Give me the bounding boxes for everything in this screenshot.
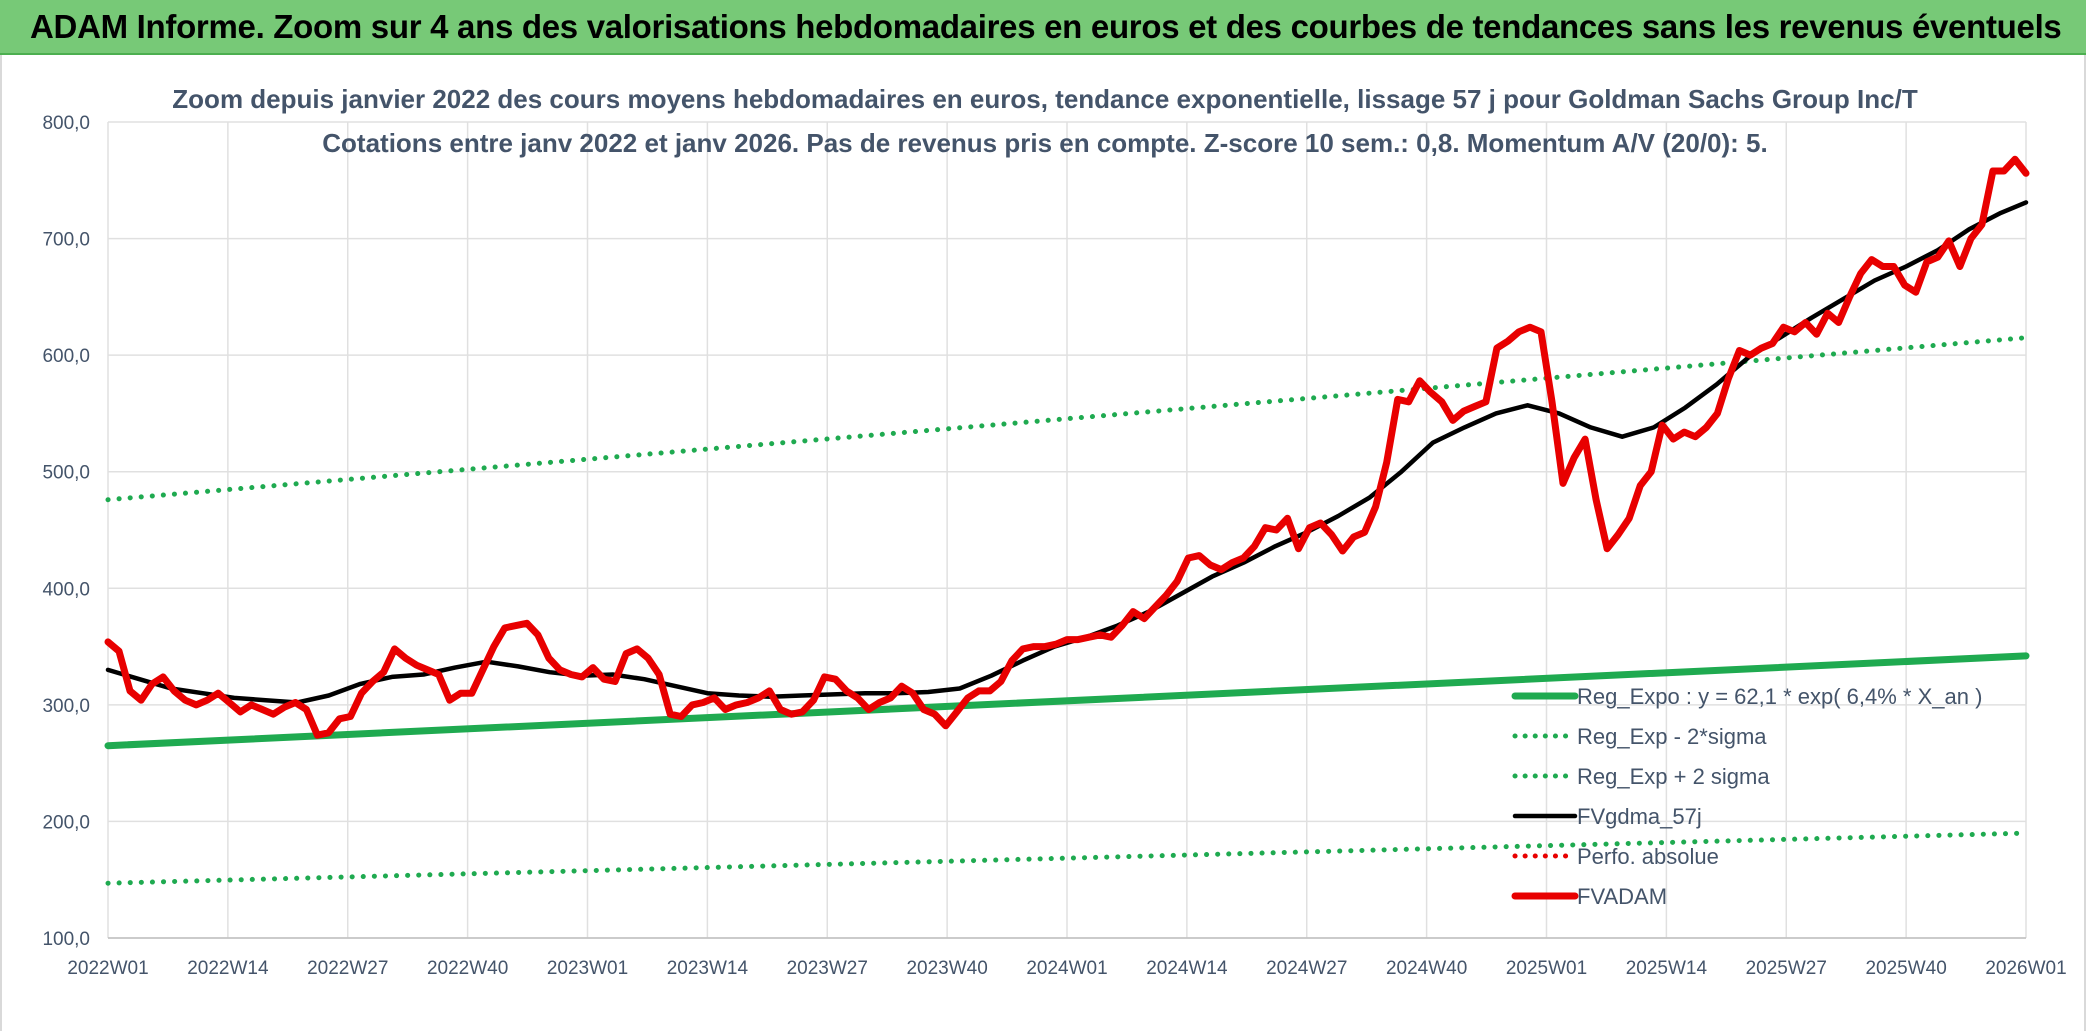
legend-label: FVgdma_57j	[1577, 804, 1702, 829]
y-tick-label: 800,0	[42, 113, 90, 134]
x-tick-label: 2023W40	[906, 958, 987, 979]
y-axis: 100,0 200,0 300,0 400,0 500,0 600,0 700,0 800,0	[42, 113, 90, 950]
legend-label: Perfo. absolue	[1577, 844, 1719, 869]
x-tick-label: 2024W40	[1386, 958, 1467, 979]
x-axis: 2022W01 2022W14 2022W27 2022W40 2023W01 2023W…	[67, 958, 2066, 979]
chart-frame	[0, 55, 2086, 1031]
x-tick-label: 2023W14	[667, 958, 749, 979]
y-tick-label: 600,0	[42, 346, 90, 367]
x-tick-label: 2024W01	[1026, 958, 1107, 979]
chart-legend: Reg_Expo : y = 62,1 * exp( 6,4% * X_an )…	[1511, 684, 1982, 909]
series-reg-expo	[104, 652, 2030, 750]
legend-label: Reg_Expo : y = 62,1 * exp( 6,4% * X_an )	[1577, 684, 1982, 709]
x-tick-label: 2025W27	[1746, 958, 1827, 979]
report-banner: ADAM Informe. Zoom sur 4 ans des valoris…	[0, 0, 2086, 55]
x-tick-label: 2022W01	[67, 958, 148, 979]
y-tick-label: 100,0	[42, 929, 90, 950]
y-tick-label: 700,0	[42, 230, 90, 251]
x-tick-label: 2024W14	[1146, 958, 1228, 979]
y-tick-label: 400,0	[42, 579, 90, 600]
series-reg-exp	[105, 830, 2029, 886]
x-tick-label: 2023W27	[787, 958, 868, 979]
chart-title: Zoom depuis janvier 2022 des cours moyen…	[172, 84, 1918, 114]
legend-label: Reg_Exp - 2*sigma	[1577, 724, 1767, 749]
series-fvadam	[104, 155, 2030, 739]
x-tick-label: 2026W01	[1985, 958, 2066, 979]
x-tick-label: 2025W01	[1506, 958, 1587, 979]
y-tick-label: 300,0	[42, 696, 90, 717]
x-tick-label: 2022W27	[307, 958, 388, 979]
x-tick-label: 2025W40	[1865, 958, 1946, 979]
x-tick-label: 2024W27	[1266, 958, 1347, 979]
x-tick-label: 2025W14	[1626, 958, 1708, 979]
banner-title: ADAM Informe. Zoom sur 4 ans des valoris…	[30, 8, 2062, 45]
chart-subtitle: Cotations entre janv 2022 et janv 2026. …	[322, 128, 1767, 158]
y-tick-label: 500,0	[42, 463, 90, 484]
legend-label: FVADAM	[1577, 884, 1667, 909]
chart-grid	[107, 121, 2027, 939]
x-tick-label: 2022W40	[427, 958, 508, 979]
y-tick-label: 200,0	[42, 812, 90, 833]
series-group	[104, 155, 2030, 886]
x-tick-label: 2022W14	[187, 958, 269, 979]
legend-label: Reg_Exp + 2 sigma	[1577, 764, 1770, 789]
x-tick-label: 2023W01	[547, 958, 628, 979]
series-reg-exp	[105, 335, 2029, 503]
